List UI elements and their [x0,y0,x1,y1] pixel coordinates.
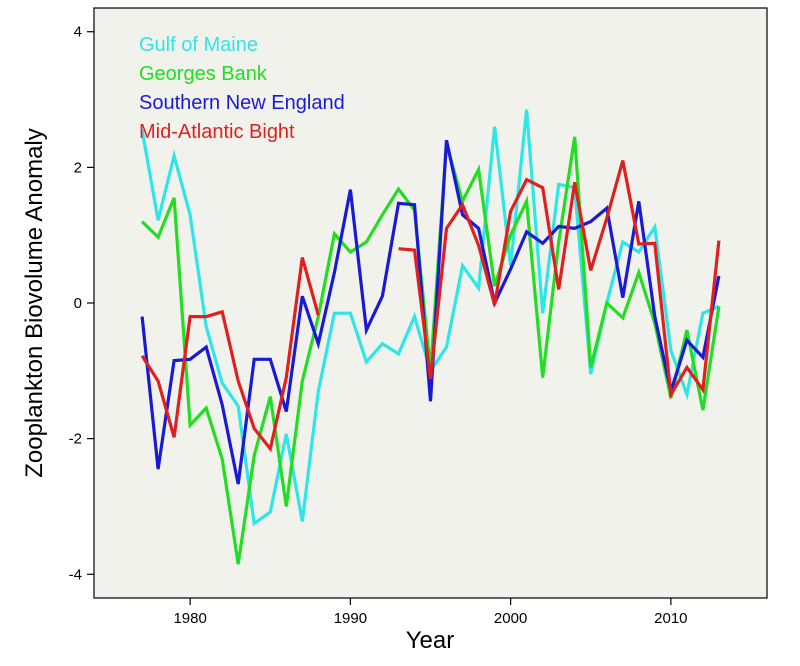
legend-entry-georges-bank: Georges Bank [139,63,268,85]
y-tick-label: -4 [69,566,82,583]
y-tick-label: 2 [74,159,82,176]
series-line-southern-new-england [140,139,721,485]
x-tick-label: 2000 [494,610,527,627]
y-axis-title: Zooplankton Biovolume Anomaly [21,128,48,478]
plot-background [93,7,768,599]
y-axis: 4 2 0 -2 -4 [69,24,94,583]
x-tick-label: 2010 [654,610,687,627]
legend-entry-southern-new-england: Southern New England [139,92,345,114]
x-tick-label: 1990 [334,610,367,627]
x-tick-label: 1980 [173,610,206,627]
legend-entry-mid-atlantic-bight: Mid-Atlantic Bight [139,121,295,143]
series-layer [140,109,721,565]
y-tick-label: 4 [74,24,82,41]
legend-entry-gulf-of-maine: Gulf of Maine [139,34,258,56]
x-axis-title: Year [406,627,455,654]
legend: Gulf of Maine Georges Bank Southern New En… [139,34,345,143]
y-tick-label: 0 [74,295,82,312]
y-tick-label: -2 [69,431,82,448]
series-line-mid-atlantic-bight [140,160,721,453]
x-axis: 1980 1990 2000 2010 [173,598,688,627]
